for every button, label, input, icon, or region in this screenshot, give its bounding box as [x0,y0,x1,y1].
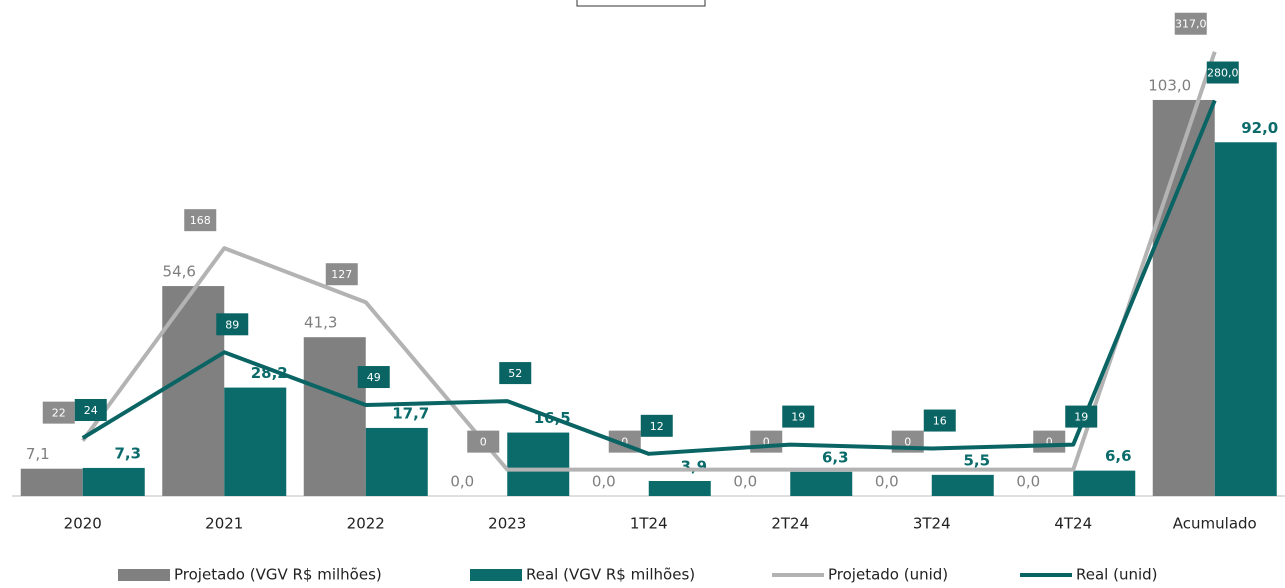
line-value-label: 24 [84,404,98,417]
legend-label: Real (VGV R$ milhões) [526,566,695,584]
bar-value-label: 54,6 [163,263,196,281]
bar-value-label: 17,7 [392,404,429,422]
value-label-box [782,405,815,428]
bar [648,481,711,496]
legend-swatch [118,569,170,581]
x-tick-label: 2021 [205,515,243,533]
bar-value-label: 0,0 [875,473,899,491]
line-value-label: 89 [225,318,239,331]
bar [82,467,145,496]
line-value-label: 280,0 [1207,67,1239,80]
x-tick-label: 3T24 [913,515,951,533]
bar-value-label: 5,5 [963,451,990,469]
line [81,99,1217,456]
legend-swatch [470,569,522,581]
x-tick-label: Acumulado [1173,515,1257,533]
value-label-box [216,313,249,336]
line-value-label: 16 [933,415,947,428]
line-value-label: 22 [52,407,66,420]
bar [365,427,428,496]
bar [931,474,994,496]
line-value-label: 0 [904,436,911,449]
bar [1152,99,1215,496]
value-label-box [1174,12,1207,35]
bar-value-label: 0,0 [1016,473,1040,491]
bar [507,432,570,496]
line-value-label: 127 [331,268,352,281]
x-tick-label: 1T24 [630,515,668,533]
bar-value-label: 3,9 [680,458,707,476]
bar [224,387,287,496]
value-label-box [74,398,107,421]
value-label-box [467,430,500,453]
bar-value-label: 7,3 [114,444,141,462]
line-value-label: 52 [508,367,522,380]
bar-value-label: 0,0 [592,473,616,491]
bar-value-label: 92,0 [1241,119,1278,137]
line-value-label: 12 [650,420,664,433]
x-tick-label: 2T24 [771,515,809,533]
line-value-label: 0 [621,436,628,449]
value-label-box [1065,405,1098,428]
value-label-box [184,209,217,232]
bar-value-label: 0,0 [450,473,474,491]
value-label-box [640,414,673,437]
bar-value-label: 28,2 [251,364,288,382]
line [81,51,1217,472]
line-value-label: 19 [1074,411,1088,424]
bar-value-label: 7,1 [26,445,50,463]
bar-value-label: 103,0 [1148,76,1191,94]
title-box [576,0,706,7]
legend-label: Projetado (unid) [828,566,948,584]
line-value-label: 0 [763,436,770,449]
bar [790,471,853,496]
bar [1214,142,1277,496]
line-value-label: 168 [190,214,211,227]
value-label-box [499,362,532,385]
bar [20,468,83,496]
legend-label: Real (unid) [1076,566,1158,584]
x-tick-label: 2023 [488,515,526,533]
line-value-label: 0 [1046,436,1053,449]
bar-value-label: 41,3 [304,314,337,332]
value-label-box [923,409,956,432]
line-value-label: 49 [367,371,381,384]
value-label-box [42,401,75,424]
line-value-label: 19 [791,411,805,424]
value-label-box [1206,61,1239,84]
legend-label: Projetado (VGV R$ milhões) [174,566,382,584]
x-tick-label: 4T24 [1054,515,1092,533]
line-value-label: 317,0 [1175,18,1207,31]
bar-value-label: 0,0 [733,473,757,491]
x-tick-label: 2020 [64,515,102,533]
bar-value-label: 6,6 [1105,447,1132,465]
line-value-label: 0 [480,436,487,449]
bar-value-label: 6,3 [822,448,849,466]
bar [1073,470,1136,496]
value-label-box [325,263,358,286]
bar [303,337,366,496]
value-label-box [357,366,390,389]
x-tick-label: 2022 [347,515,385,533]
